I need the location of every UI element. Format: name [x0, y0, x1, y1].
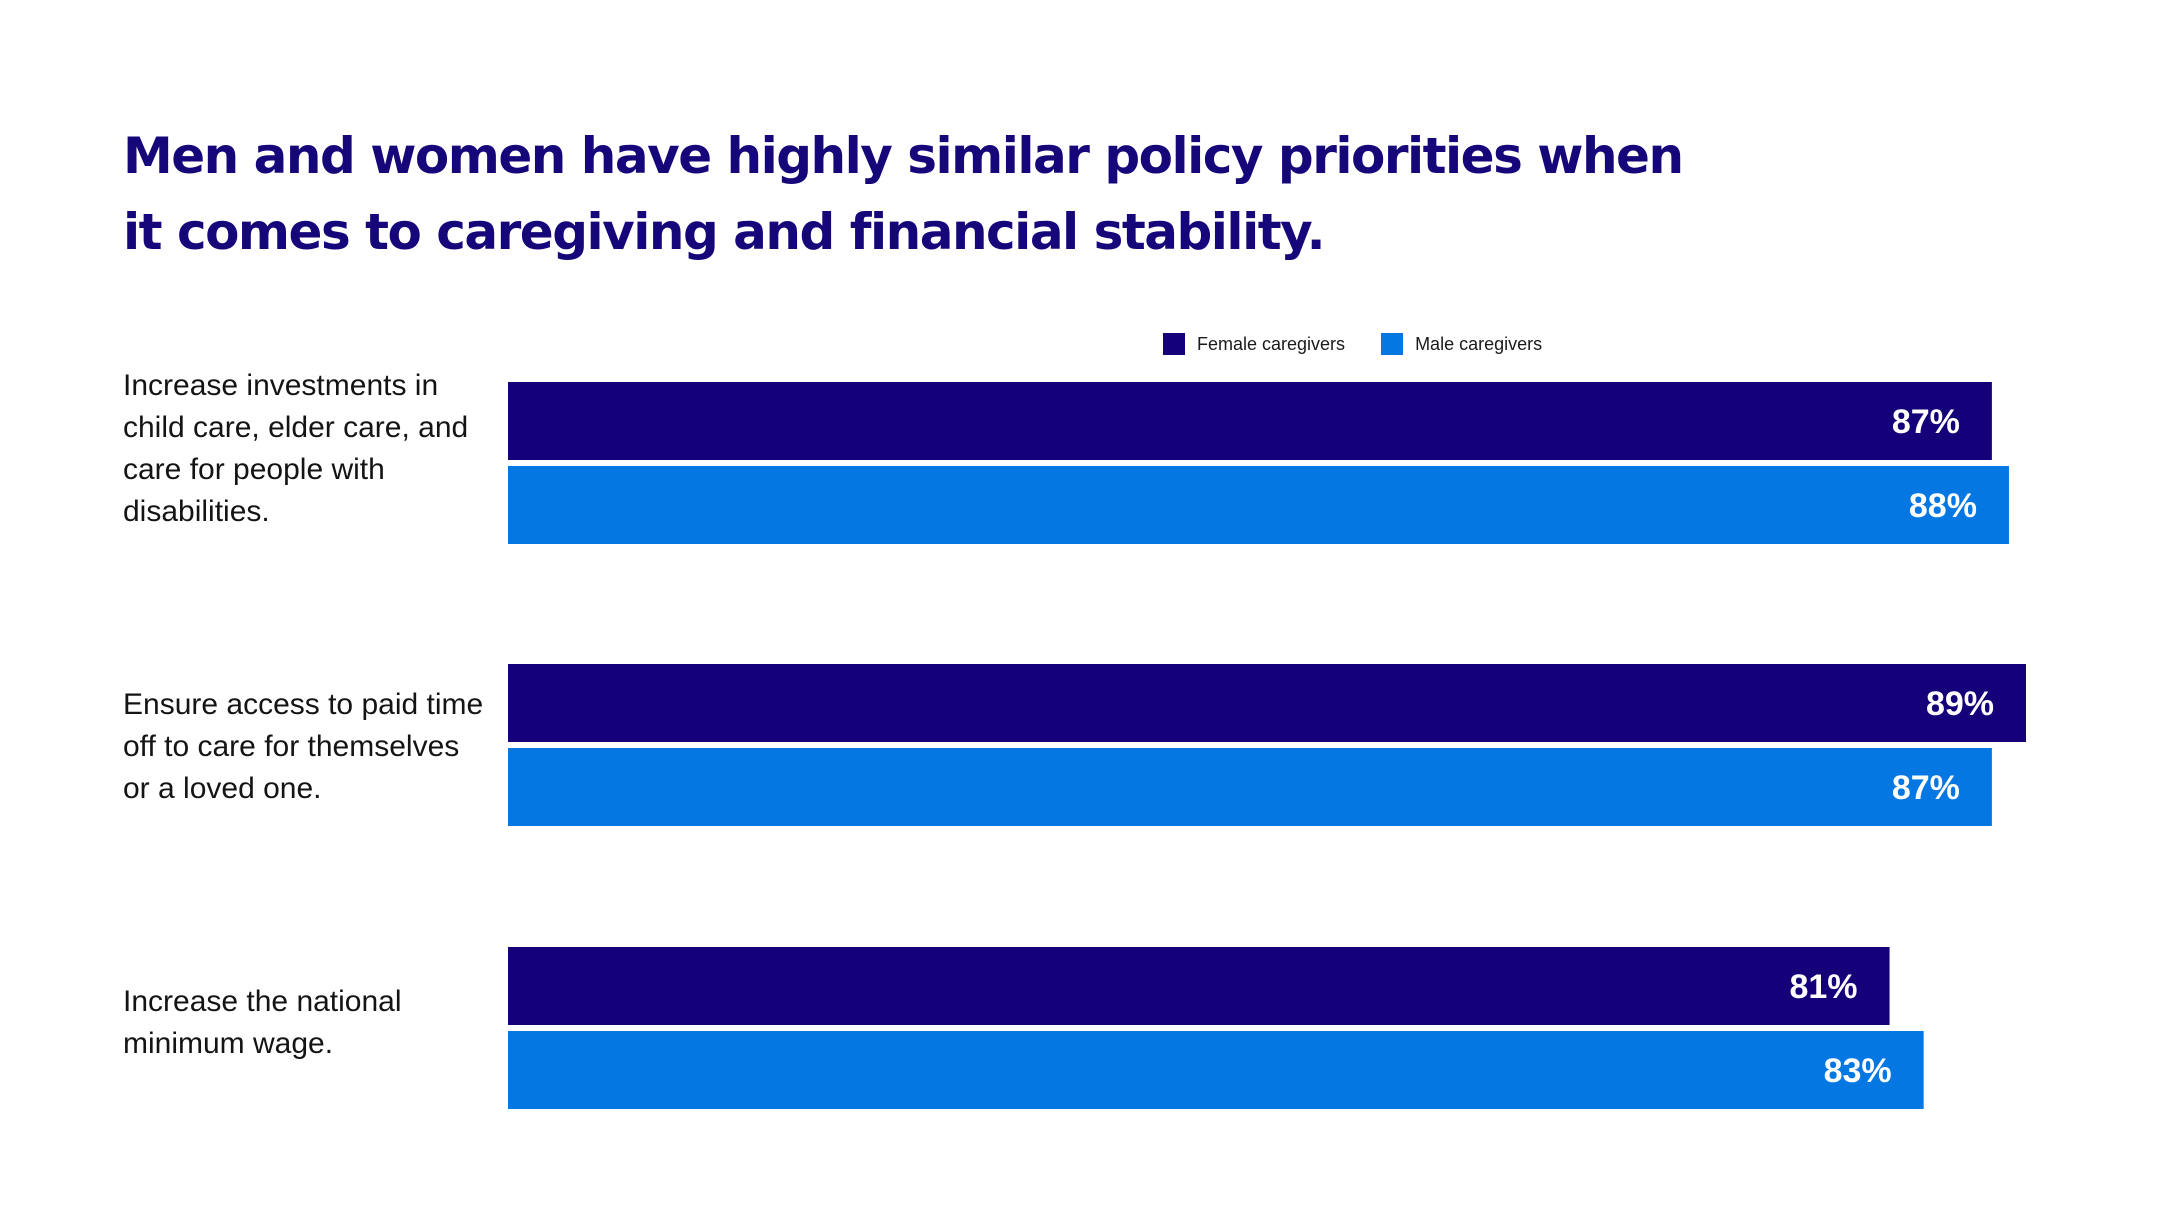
legend-item-male: Male caregivers — [1381, 333, 1542, 355]
bar-female-2 — [508, 947, 1890, 1025]
bar-female-1 — [508, 664, 2026, 742]
bar-value-label-male-0: 88% — [1909, 487, 1977, 525]
legend-item-female: Female caregivers — [1163, 333, 1345, 355]
bar-value-label-female-2: 81% — [1789, 968, 1857, 1006]
chart-title: Men and women have highly similar policy… — [123, 127, 1684, 261]
bar-value-label-female-0: 87% — [1892, 403, 1960, 441]
legend-swatch-male — [1381, 333, 1404, 355]
bar-male-0 — [508, 466, 2009, 544]
bar-value-label-male-2: 83% — [1824, 1052, 1892, 1090]
legend-label-male: Male caregivers — [1415, 333, 1543, 354]
bar-male-2 — [508, 1031, 1924, 1109]
category-label-minimum-wage: Increase the national minimum wage. — [123, 985, 402, 1060]
bar-value-label-male-1: 87% — [1892, 769, 1960, 807]
chart-legend: Female caregivers Male caregivers — [1163, 333, 1578, 355]
bar-value-label-female-1: 89% — [1926, 685, 1994, 723]
bar-male-1 — [508, 748, 1992, 826]
legend-label-female: Female caregivers — [1197, 333, 1346, 354]
category-label-care-investments: Increase investments in child care, elde… — [123, 369, 469, 528]
legend-swatch-female — [1163, 333, 1185, 355]
category-label-paid-time-off: Ensure access to paid time off to care f… — [123, 688, 484, 805]
bar-female-0 — [508, 382, 1992, 460]
